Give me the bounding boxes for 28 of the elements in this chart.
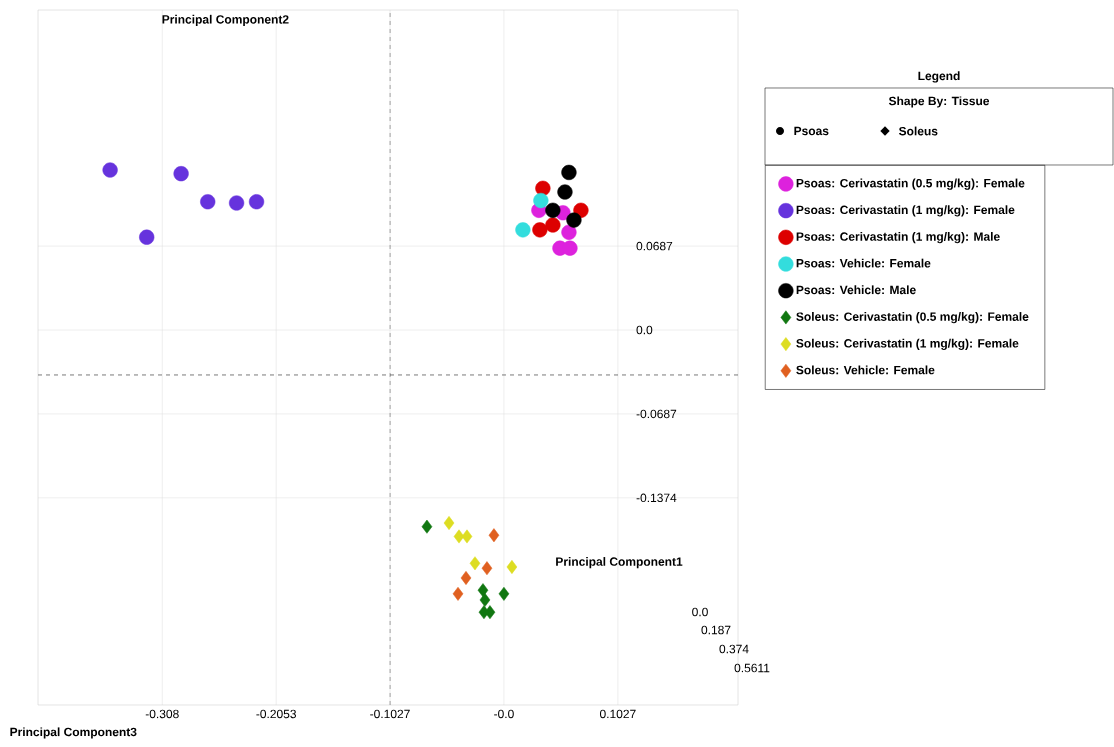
legend-label: Soleus: Vehicle: Female [796,365,935,375]
y-tick-label: 0.0687 [636,241,673,251]
annotation: 0.187 [701,625,731,635]
y-axis-title: Principal Component2 [162,14,289,27]
x-tick-label: -0.308 [145,709,179,719]
legend-label: Psoas: Vehicle: Female [796,258,931,268]
annotation: 0.374 [719,644,749,654]
x-tick-label: -0.1027 [370,709,410,719]
text: Shape By: Tissue [888,96,990,108]
y-tick-label: -0.0687 [636,409,677,419]
text: Soleus [898,126,938,136]
text: Principal Component3 [10,727,137,739]
x-tick-label: -0.2053 [256,709,296,719]
legend-title: Legend [918,71,960,83]
legend-label: Soleus: Cerivastatin (1 mg/kg): Female [796,338,1019,351]
annotation: 0.5611 [734,663,770,673]
legend-label: Psoas: Cerivastatin (1 mg/kg): Male [796,231,1000,244]
annotation: 0.0 [692,607,708,617]
y-tick-label: -0.1374 [636,493,677,503]
legend-label: Psoas: Cerivastatin (1 mg/kg): Female [796,205,1015,217]
legend-label: Soleus: Cerivastatin (0.5 mg/kg): Female [796,312,1029,324]
text: Psoas [794,126,829,136]
legend-label: Psoas: Cerivastatin (0.5 mg/kg): Female [796,178,1025,190]
x-tick-label: 0.1027 [599,709,636,719]
x-axis-title: Principal Component1 [556,557,683,569]
x-tick-label: -0.0 [494,709,514,719]
legend-label: Psoas: Vehicle: Male [796,285,916,295]
y-tick-label: 0.0 [636,325,653,335]
